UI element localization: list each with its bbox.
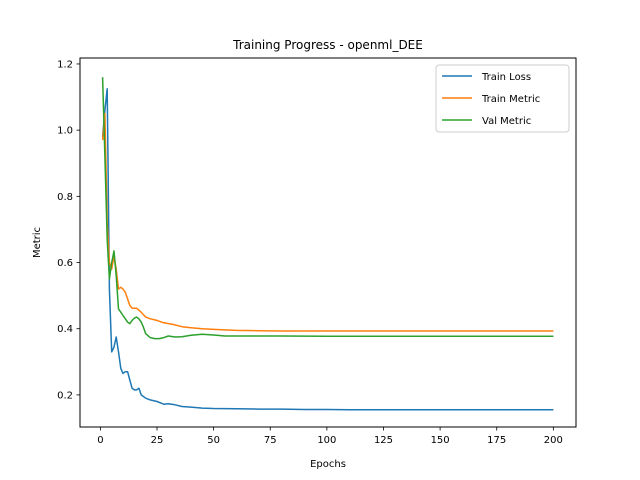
x-tick-label: 175 [487, 435, 506, 446]
x-tick-label: 25 [151, 435, 164, 446]
plot-lines [101, 77, 554, 411]
y-axis-ticks: 0.2 0.4 0.6 0.8 1.0 1.2 [57, 59, 80, 401]
y-tick-label: 0.8 [57, 192, 73, 203]
x-tick-label: 0 [97, 435, 103, 446]
x-tick-label: 50 [207, 435, 220, 446]
x-tick-label: 125 [374, 435, 393, 446]
series-line-1 [101, 88, 554, 411]
x-tick-label: 150 [431, 435, 450, 446]
y-tick-label: 1.2 [57, 59, 73, 70]
legend-label: Train Loss [481, 72, 531, 83]
y-tick-label: 0.6 [57, 258, 73, 269]
x-axis-ticks: 0 25 50 75 100 125 150 175 200 [97, 427, 563, 446]
chart-title: Training Progress - openml_DEE [232, 38, 423, 52]
legend: Train Loss Train Metric Val Metric [435, 64, 570, 133]
series-line-3 [101, 77, 554, 340]
y-tick-label: 0.2 [57, 390, 73, 401]
x-tick-label: 200 [544, 435, 563, 446]
y-tick-label: 1.0 [57, 126, 73, 137]
x-axis-label: Epochs [310, 459, 346, 470]
legend-label: Val Metric [482, 116, 531, 127]
y-tick-label: 0.4 [57, 324, 73, 335]
x-tick-label: 75 [264, 435, 277, 446]
x-tick-label: 100 [317, 435, 336, 446]
legend-box [435, 64, 570, 133]
plot-frame [79, 57, 577, 428]
legend-label: Train Metric [481, 94, 540, 105]
y-axis-label: Metric [32, 227, 43, 258]
